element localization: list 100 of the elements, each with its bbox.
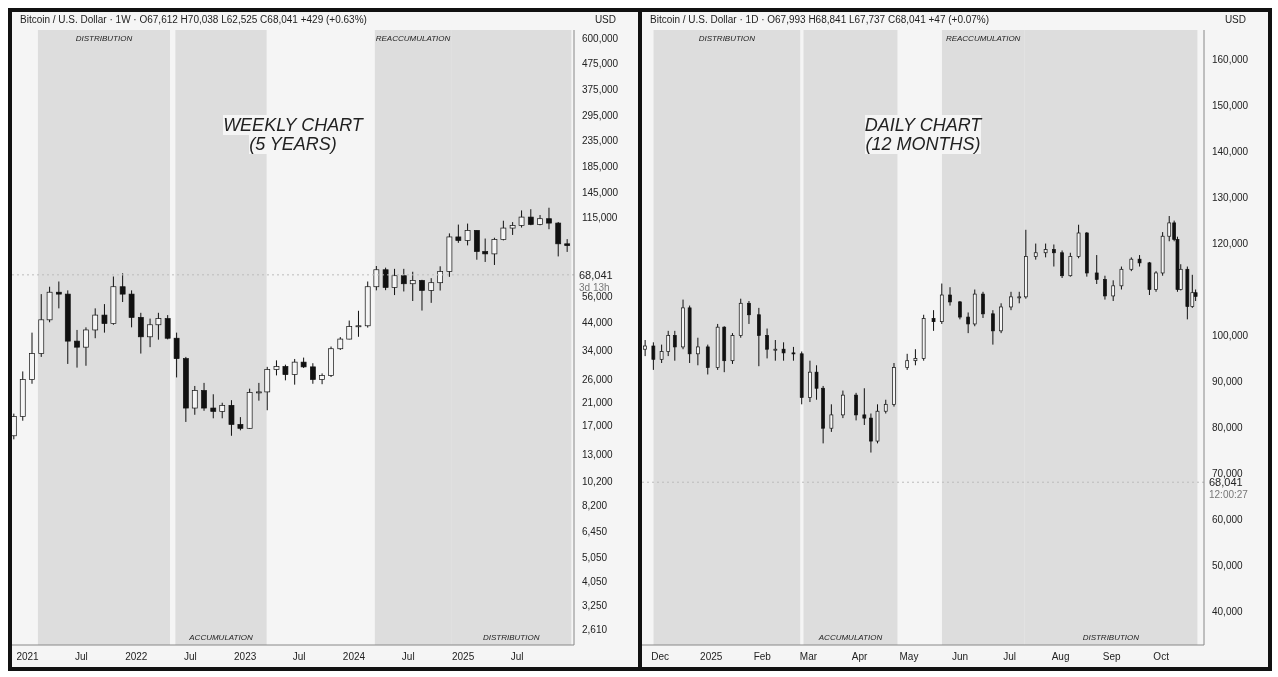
y-tick-label: 140,000 (1212, 146, 1249, 158)
y-tick-label: 40,000 (1212, 605, 1244, 617)
y-tick-label: 235,000 (582, 134, 619, 146)
candlestick (651, 341, 656, 371)
y-tick-label: 185,000 (582, 160, 619, 172)
candlestick (256, 382, 262, 402)
x-tick-label: Jul (75, 651, 88, 663)
candlestick (173, 332, 180, 378)
x-tick-label: Jul (510, 651, 524, 663)
y-tick-label: 145,000 (582, 187, 619, 199)
y-axis-title: USD (594, 14, 616, 25)
candlestick (191, 385, 198, 416)
y-tick-label: 21,000 (582, 397, 614, 409)
candlestick (659, 344, 664, 364)
x-tick-label: Sep (1102, 651, 1122, 663)
y-axis-title: USD (1224, 14, 1246, 25)
candlestick (228, 399, 235, 437)
band-label: ACCUMULATION (817, 633, 883, 642)
candlestick (966, 311, 970, 334)
candlestick (391, 268, 398, 296)
candlestick (696, 337, 700, 366)
y-tick-label: 80,000 (1212, 421, 1244, 433)
candlestick (781, 341, 786, 362)
candlestick (814, 364, 819, 401)
y-tick-label: 60,000 (1212, 513, 1244, 525)
candlestick (1060, 249, 1064, 279)
candlestick (437, 265, 444, 292)
candlestick (705, 344, 710, 375)
y-tick-label: 375,000 (582, 83, 619, 95)
candlestick (455, 224, 462, 244)
candlestick (291, 358, 298, 386)
candlestick (757, 307, 761, 367)
candlestick (1111, 279, 1116, 302)
y-tick-label: 600,000 (582, 32, 619, 44)
candlestick (546, 207, 552, 230)
band-label: REACCUMULATION (375, 33, 451, 43)
candlestick (147, 318, 153, 348)
chart-title: Bitcoin / U.S. Dollar · 1D · O67,993 H68,841 L67,737 C68,041 +47 (+0.07%) (650, 14, 990, 25)
text: DAILY CHART (12 MONTHS) (864, 115, 982, 154)
x-tick-label: Jun (952, 651, 969, 663)
candlestick (382, 267, 389, 291)
x-tick-label: 2024 (342, 651, 366, 663)
x-tick-label: Jul (292, 651, 306, 663)
candlestick (1154, 270, 1158, 293)
y-tick-label: 2,610 (582, 624, 608, 636)
y-tick-label: 17,000 (582, 420, 614, 432)
candlestick (310, 362, 316, 385)
candlestick (137, 312, 144, 355)
candlestick (829, 403, 834, 433)
y-tick-label: 130,000 (1212, 192, 1249, 204)
x-tick-label: Jul (401, 651, 415, 663)
candlestick (464, 223, 471, 246)
candlestick (419, 279, 425, 312)
candlestick (346, 320, 353, 340)
x-tick-label: 2021 (16, 651, 40, 663)
x-tick-label: 2023 (234, 651, 257, 663)
candlestick (319, 372, 325, 385)
y-tick-label: 10,200 (582, 475, 614, 487)
x-tick-label: 2025 (700, 651, 723, 663)
candlestick (101, 303, 108, 334)
candlestick (264, 366, 271, 411)
y-tick-label: 120,000 (1212, 238, 1249, 250)
candlestick (83, 326, 89, 367)
candlestick (74, 329, 80, 369)
y-tick-label: 295,000 (582, 109, 619, 121)
band-label: DISTRIBUTION (75, 33, 133, 43)
candlestick (409, 271, 416, 302)
candlestick (473, 229, 480, 261)
candlestick (428, 277, 435, 304)
candlestick (854, 392, 858, 421)
candlestick (747, 300, 751, 325)
ref-line-label: 68,041 (579, 268, 613, 281)
y-tick-label: 150,000 (1212, 100, 1249, 112)
candlestick (201, 382, 207, 412)
y-tick-label: 160,000 (1212, 54, 1249, 66)
y-tick-label: 90,000 (1212, 375, 1244, 387)
band-label: REACCUMULATION (945, 33, 1021, 43)
x-tick-label: Jul (183, 651, 197, 663)
x-tick-label: Apr (851, 651, 868, 663)
chart-title: Bitcoin / U.S. Dollar · 1W · O67,612 H70,038 L62,525 C68,041 +429 (+0.63%) (20, 14, 367, 25)
y-tick-label: 50,000 (1212, 559, 1244, 571)
candlestick (164, 314, 171, 340)
x-tick-label: Oct (1153, 651, 1170, 663)
candlestick (355, 310, 362, 338)
candlestick (948, 286, 952, 307)
y-tick-label: 34,000 (582, 344, 614, 356)
candlestick (373, 265, 380, 291)
y-tick-label: 70,000 (1212, 467, 1244, 479)
x-tick-label: 2022 (125, 651, 148, 663)
candlestick (666, 330, 671, 357)
y-tick-label: 5,050 (582, 552, 608, 564)
y-tick-label: 3,250 (582, 600, 608, 612)
candlestick (1052, 243, 1056, 268)
candlestick (1119, 266, 1124, 290)
y-tick-label: 8,200 (582, 499, 608, 511)
x-tick-label: May (899, 651, 919, 663)
y-tick-label: 26,000 (582, 374, 614, 386)
candlestick (1076, 224, 1081, 259)
y-tick-label: 13,000 (582, 449, 614, 461)
y-tick-label: 100,000 (1212, 329, 1249, 341)
